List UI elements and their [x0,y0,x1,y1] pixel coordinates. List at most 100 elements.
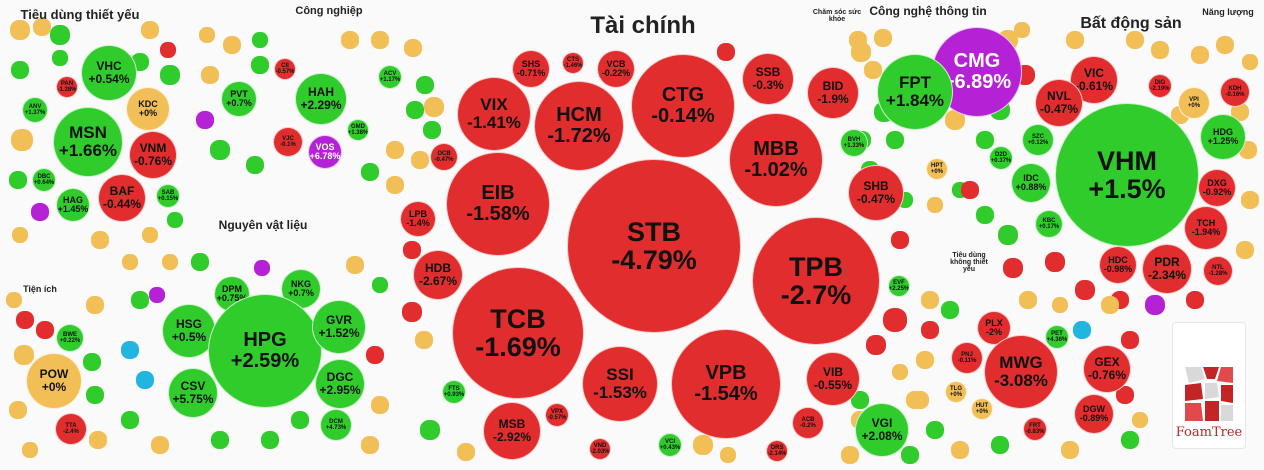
small-stock-bubble[interactable] [411,151,429,169]
small-stock-bubble[interactable] [261,431,279,449]
small-stock-bubble[interactable] [1145,295,1165,315]
stock-bubble-ssi[interactable]: SSI -1.53% [582,346,658,422]
small-stock-bubble[interactable] [33,18,51,36]
small-stock-bubble[interactable] [121,411,139,429]
stock-bubble-dgw[interactable]: DGW -0.89% [1074,394,1114,434]
small-stock-bubble[interactable] [916,351,934,369]
stock-bubble-vhm[interactable]: VHM +1.5% [1055,103,1199,247]
small-stock-bubble[interactable] [1073,321,1091,339]
small-stock-bubble[interactable] [717,43,735,61]
stock-bubble-pdr[interactable]: PDR -2.34% [1142,244,1192,294]
stock-bubble-shs[interactable]: SHS -0.71% [512,50,550,88]
small-stock-bubble[interactable] [457,443,475,461]
stock-bubble-msn[interactable]: MSN +1.66% [53,107,123,177]
small-stock-bubble[interactable] [86,296,104,314]
small-stock-bubble[interactable] [16,311,34,329]
small-stock-bubble[interactable] [1045,252,1065,272]
stock-bubble-dig[interactable]: DIG -2.19% [1148,74,1172,98]
stock-bubble-tch[interactable]: TCH -1.94% [1184,206,1228,250]
small-stock-bubble[interactable] [346,256,364,274]
stock-bubble-vnd[interactable]: VND -2.03% [589,438,611,460]
stock-bubble-frt[interactable]: FRT -0.83% [1023,417,1047,441]
small-stock-bubble[interactable] [254,260,270,276]
small-stock-bubble[interactable] [1116,386,1134,404]
small-stock-bubble[interactable] [901,446,919,464]
stock-bubble-tpb[interactable]: TPB -2.7% [752,217,880,345]
small-stock-bubble[interactable] [921,291,939,309]
small-stock-bubble[interactable] [1066,31,1084,49]
stock-bubble-pvt[interactable]: PVT +0.7% [221,81,257,117]
small-stock-bubble[interactable] [83,353,101,371]
small-stock-bubble[interactable] [151,436,169,454]
stock-bubble-hut[interactable]: HUT +0% [971,398,993,420]
small-stock-bubble[interactable] [403,241,421,259]
small-stock-bubble[interactable] [951,441,969,459]
stock-bubble-kdc[interactable]: KDC +0% [126,87,170,131]
small-stock-bubble[interactable] [404,39,422,57]
small-stock-bubble[interactable] [1121,331,1139,349]
small-stock-bubble[interactable] [9,401,27,419]
small-stock-bubble[interactable] [141,21,159,39]
small-stock-bubble[interactable] [945,110,965,130]
small-stock-bubble[interactable] [160,42,176,58]
small-stock-bubble[interactable] [1186,291,1204,309]
small-stock-bubble[interactable] [366,346,384,364]
small-stock-bubble[interactable] [36,321,54,339]
small-stock-bubble[interactable] [864,61,882,79]
small-stock-bubble[interactable] [167,212,183,228]
stock-bubble-stb[interactable]: STB -4.79% [567,159,741,333]
small-stock-bubble[interactable] [12,227,28,243]
stock-bubble-csv[interactable]: CSV +5.75% [168,368,218,418]
small-stock-bubble[interactable] [201,66,219,84]
small-stock-bubble[interactable] [89,431,107,449]
stock-bubble-dbc[interactable]: DBC +0.64% [32,168,56,192]
stock-bubble-baf[interactable]: BAF -0.44% [98,174,146,222]
stock-bubble-dxg[interactable]: DXG -0.92% [1198,169,1236,207]
small-stock-bubble[interactable] [1126,31,1144,49]
stock-bubble-mbb[interactable]: MBB -1.02% [729,113,823,207]
small-stock-bubble[interactable] [1014,22,1030,38]
small-stock-bubble[interactable] [402,302,422,322]
small-stock-bubble[interactable] [361,163,379,181]
small-stock-bubble[interactable] [720,447,736,463]
small-stock-bubble[interactable] [371,396,389,414]
stock-bubble-cii[interactable]: CII -0.57% [274,58,296,80]
stock-bubble-hag[interactable]: HAG +1.45% [56,188,90,222]
small-stock-bubble[interactable] [1236,241,1254,259]
small-stock-bubble[interactable] [406,101,424,119]
small-stock-bubble[interactable] [160,65,180,85]
small-stock-bubble[interactable] [866,335,886,355]
stock-bubble-hcm[interactable]: HCM -1.72% [534,81,624,171]
stock-bubble-lpb[interactable]: LPB -1.4% [400,201,436,237]
stock-bubble-vjc[interactable]: VJC -0.1% [273,127,303,157]
stock-bubble-vic[interactable]: VIC -0.61% [1070,56,1118,104]
stock-bubble-hpt[interactable]: HPT +0% [926,158,948,180]
stock-bubble-hpg[interactable]: HPG +2.59% [208,294,322,408]
small-stock-bubble[interactable] [22,442,38,458]
small-stock-bubble[interactable] [1101,296,1119,314]
small-stock-bubble[interactable] [841,446,859,464]
stock-bubble-idc[interactable]: IDC +0.88% [1011,163,1051,203]
stock-bubble-d2d[interactable]: D2D +0.37% [989,146,1013,170]
stock-bubble-bvh[interactable]: BVH +1.33% [840,129,868,157]
small-stock-bubble[interactable] [1052,297,1068,313]
small-stock-bubble[interactable] [223,36,241,54]
small-stock-bubble[interactable] [386,176,404,194]
stock-bubble-vcb[interactable]: VCB -0.22% [597,50,635,88]
small-stock-bubble[interactable] [361,436,379,454]
stock-bubble-kdh[interactable]: KDH -0.16% [1220,77,1250,107]
stock-bubble-nkg[interactable]: NKG +0.7% [281,269,321,309]
small-stock-bubble[interactable] [131,291,149,309]
small-stock-bubble[interactable] [371,31,389,49]
stock-bubble-ocb[interactable]: OCB -0.47% [430,143,458,171]
stock-bubble-hsg[interactable]: HSG +0.5% [162,304,216,358]
stock-bubble-ctg[interactable]: CTG -0.14% [631,54,735,158]
small-stock-bubble[interactable] [1061,441,1079,459]
stock-bubble-bid[interactable]: BID -1.9% [807,67,859,119]
stock-bubble-hdg[interactable]: HDG +1.25% [1200,114,1246,160]
small-stock-bubble[interactable] [122,254,138,270]
small-stock-bubble[interactable] [252,32,268,48]
small-stock-bubble[interactable] [883,308,907,332]
stock-bubble-vpb[interactable]: VPB -1.54% [671,329,781,439]
stock-bubble-shb[interactable]: SHB -0.47% [848,165,904,221]
